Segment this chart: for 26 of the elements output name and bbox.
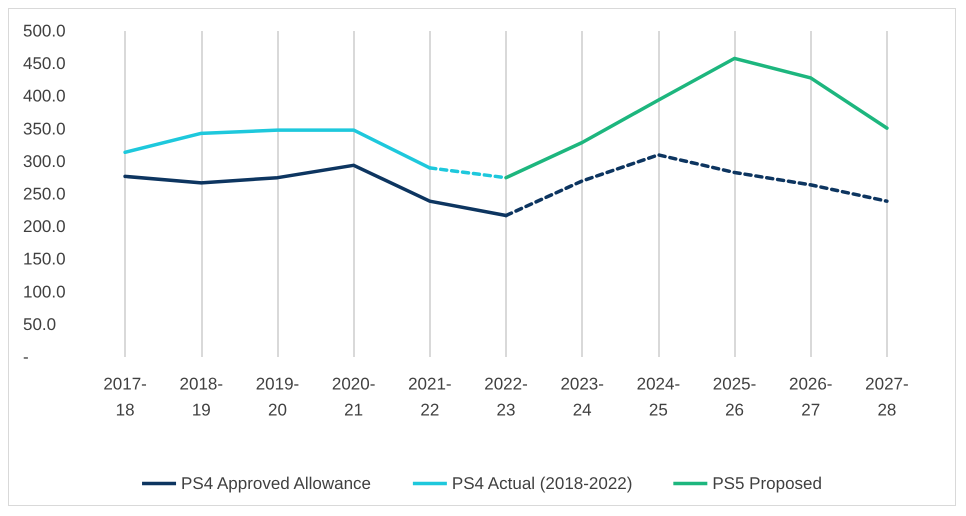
legend-label: PS5 Proposed xyxy=(712,474,822,493)
y-tick-label: 500.0 xyxy=(23,22,66,40)
x-tick-label: 2026-27 xyxy=(788,374,832,420)
x-tick-label: 2018-19 xyxy=(180,374,224,420)
legend-label: PS4 Actual (2018-2022) xyxy=(452,474,632,493)
y-tick-label: 250.0 xyxy=(23,184,66,204)
x-tick-label: 2017-18 xyxy=(103,374,147,420)
y-tick-label: - xyxy=(23,348,29,366)
x-tick-label: 2023-24 xyxy=(560,374,604,420)
x-tick-label: 2024-25 xyxy=(636,374,680,420)
x-tick-label: 2027-28 xyxy=(865,374,909,420)
y-tick-label: 50.0 xyxy=(23,314,56,334)
x-tick-label: 2025-26 xyxy=(712,374,756,420)
x-tick-label: 2020-21 xyxy=(332,374,376,420)
y-tick-label: 100.0 xyxy=(23,282,66,302)
x-tick-label: 2019-20 xyxy=(256,374,300,420)
line-series xyxy=(504,56,889,180)
y-tick-label: 200.0 xyxy=(23,217,66,236)
y-tick-label: 450.0 xyxy=(23,54,66,74)
y-tick-label: 400.0 xyxy=(23,86,66,106)
x-tick-label: 2022-23 xyxy=(484,374,528,420)
y-tick-label: 150.0 xyxy=(23,250,66,269)
y-tick-label: 300.0 xyxy=(23,152,66,171)
x-tick-label: 2021-22 xyxy=(408,374,452,420)
legend-label: PS4 Approved Allowance xyxy=(181,474,372,493)
y-tick-label: 350.0 xyxy=(23,119,66,138)
